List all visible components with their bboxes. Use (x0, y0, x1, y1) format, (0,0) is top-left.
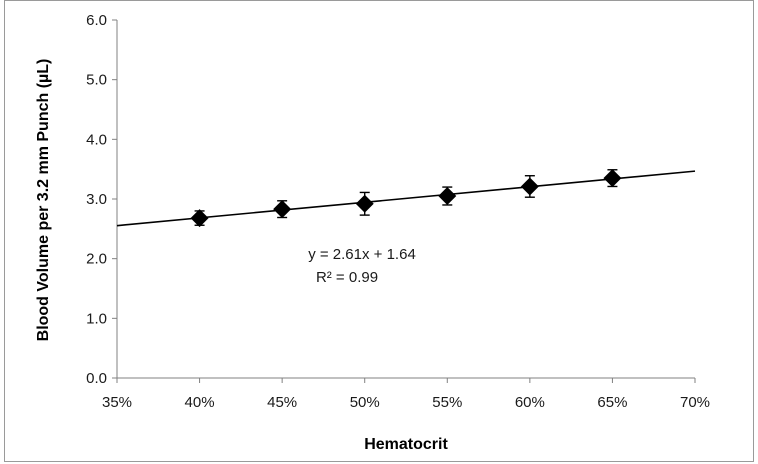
y-tick-label: 4.0 (86, 131, 107, 148)
y-axis-title: Blood Volume per 3.2 mm Punch (µL) (35, 59, 52, 342)
y-tick-label: 3.0 (86, 191, 107, 208)
y-tick-label: 2.0 (86, 251, 107, 268)
diamond-marker (520, 177, 539, 196)
trendline-group (116, 170, 696, 227)
diamond-marker (190, 209, 209, 228)
ticks: 0.0 1.0 2.0 3.0 4.0 5.0 6.0 35% 40% 45% 50% 55% 60% 6… (86, 12, 710, 411)
x-axis-title: Hematocrit (364, 436, 448, 453)
data-point (190, 209, 209, 228)
x-tick-label: 55% (432, 394, 462, 411)
data-point (603, 169, 622, 188)
x-tick-label: 60% (515, 394, 545, 411)
diamond-marker (355, 194, 374, 213)
x-tick-label: 35% (102, 394, 132, 411)
y-tick-label: 6.0 (86, 12, 107, 29)
y-tick-label: 1.0 (86, 310, 107, 327)
data-point (355, 191, 374, 216)
data-point (438, 186, 457, 206)
r-squared-annotation: R² = 0.99 (316, 269, 378, 286)
data-point (520, 175, 539, 198)
diamond-marker (438, 187, 457, 206)
equation-annotation: y = 2.61x + 1.64 (308, 246, 416, 263)
chart-frame (4, 0, 754, 462)
x-tick-label: 40% (185, 394, 215, 411)
y-tick-label: 0.0 (86, 370, 107, 387)
trendline (116, 170, 696, 227)
x-tick-label: 50% (350, 394, 380, 411)
x-tick-label: 45% (267, 394, 297, 411)
data-points (190, 169, 622, 228)
x-tick-label: 70% (680, 394, 710, 411)
diamond-marker (603, 169, 622, 188)
diamond-marker (273, 200, 292, 219)
y-tick-label: 5.0 (86, 72, 107, 89)
data-point (273, 200, 292, 219)
x-tick-label: 65% (597, 394, 627, 411)
